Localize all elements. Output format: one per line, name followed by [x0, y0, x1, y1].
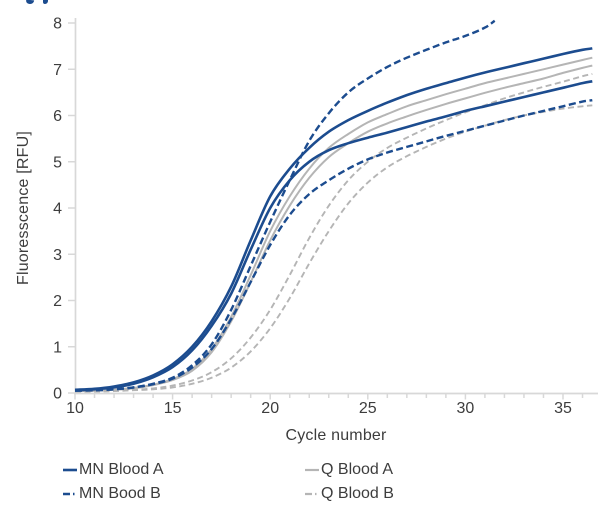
y-tick-label: 3: [53, 247, 62, 264]
y-tick-label: 0: [53, 386, 62, 403]
legend-item-mn-blood-a: MN Blood A: [63, 460, 163, 480]
legend-item-q-blood-a: Q Blood A: [305, 460, 393, 480]
x-axis-title: Cycle number: [285, 427, 387, 444]
y-tick-label: 8: [53, 16, 62, 33]
x-tick-label: 30: [457, 400, 475, 417]
y-tick-label: 7: [53, 62, 62, 79]
x-tick-label: 10: [66, 400, 84, 417]
y-tick-label: 4: [53, 201, 62, 218]
legend-label: Q Blood A: [321, 461, 394, 478]
legend-label: MN Blood A: [79, 461, 164, 478]
y-tick-label: 6: [53, 108, 62, 125]
legend-label: MN Bood B: [79, 485, 161, 502]
legend-item-q-blood-b: Q Blood B: [305, 484, 394, 504]
y-tick-label: 2: [53, 293, 62, 310]
cropped-letter-fragment: [43, 0, 48, 4]
amplification-chart: 0 1 2 3 4 5 6 7 8 10 15 20 25 30 35 Fluoresscence [RFU…: [15, 16, 598, 444]
y-tick-label: 5: [53, 154, 62, 171]
x-tick-label: 20: [261, 400, 279, 417]
solid-line-swatch-icon: [63, 468, 77, 472]
cropped-title-fragment: [0, 0, 60, 6]
x-tick-label: 35: [554, 400, 572, 417]
curve-mn-blood-a-2: [74, 80, 593, 392]
y-tick-label: 1: [53, 339, 62, 356]
y-axis-title: Fluoresscence [RFU]: [15, 131, 32, 285]
axes: [74, 18, 598, 395]
solid-line-swatch-icon: [305, 468, 319, 472]
legend: MN Blood A MN Bood B Q Blood A Q Blood B: [0, 456, 600, 516]
curve-q-blood-a-2: [74, 64, 593, 393]
legend-item-mn-bood-b: MN Bood B: [63, 484, 161, 504]
amplification-curves: [74, 19, 593, 393]
dash-dot-line-swatch-icon: [305, 492, 319, 496]
dash-dot-line-swatch-icon: [63, 492, 77, 496]
x-tick-label: 25: [359, 400, 377, 417]
axis-ticks: [68, 22, 584, 400]
legend-label: Q Blood B: [321, 485, 394, 502]
axis-tick-labels: 0 1 2 3 4 5 6 7 8 10 15 20 25 30 35: [53, 16, 572, 418]
curve-mn-blood-a-1: [74, 47, 593, 392]
x-tick-label: 15: [164, 400, 182, 417]
curve-q-blood-b-1: [74, 72, 593, 393]
